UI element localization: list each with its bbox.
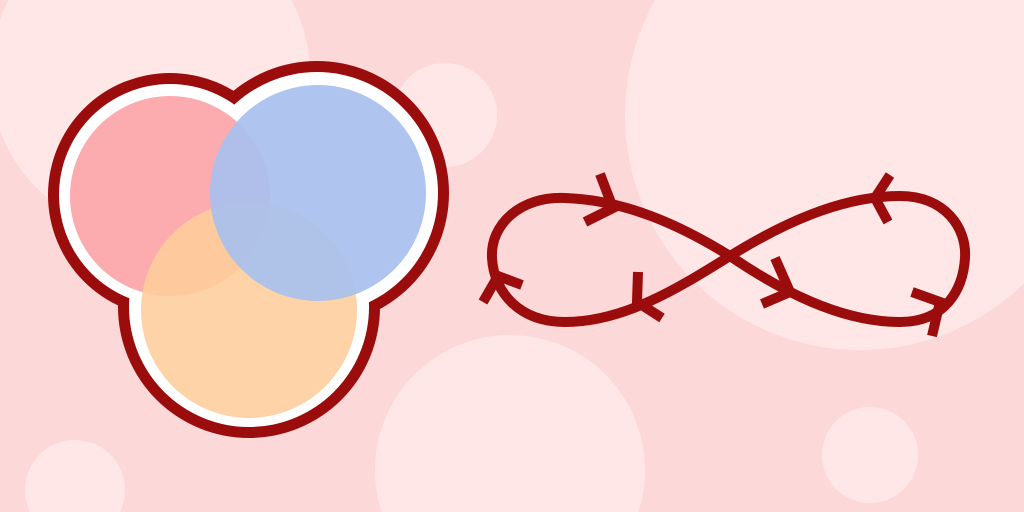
direction-arrows (478, 172, 946, 338)
infinity-path (486, 190, 971, 328)
bubble (822, 407, 918, 503)
infinity-loop (478, 172, 971, 338)
venn-circle-blue (210, 85, 426, 301)
arrow-head (910, 287, 946, 338)
arrow-head (631, 271, 665, 323)
arrow-head (760, 255, 797, 309)
bubble (375, 335, 645, 512)
arrow-head (869, 172, 895, 225)
arrow-head (478, 269, 524, 305)
arrow-head (582, 172, 620, 227)
venn-diagram (48, 61, 449, 438)
bubble (25, 440, 125, 512)
